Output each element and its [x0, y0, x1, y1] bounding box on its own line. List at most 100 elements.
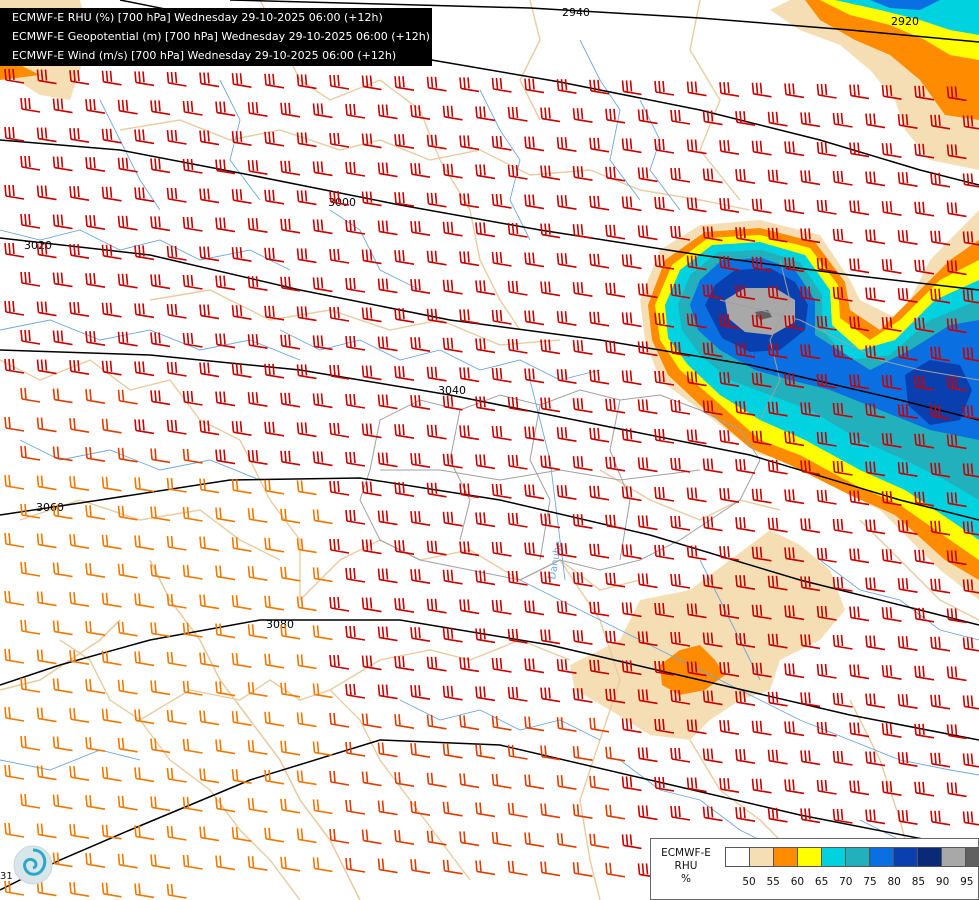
wind-barb — [702, 284, 723, 300]
wind-barb — [930, 636, 951, 652]
wind-barb — [20, 561, 41, 577]
wind-barb — [849, 490, 870, 506]
wind-barb — [150, 854, 171, 870]
wind-barb — [686, 371, 707, 387]
wind-barb — [637, 399, 658, 415]
wind-barb — [605, 572, 626, 588]
wind-barb — [134, 709, 155, 725]
wind-barb — [215, 565, 236, 581]
wind-barb — [475, 280, 496, 296]
wind-barb — [345, 393, 366, 409]
wind-barb — [231, 73, 252, 88]
wind-barb — [800, 692, 821, 708]
wind-barb — [784, 489, 805, 505]
wind-barb — [20, 97, 41, 113]
wind-barb — [361, 423, 382, 439]
wind-barb — [361, 133, 382, 149]
wind-barb — [507, 570, 528, 586]
wind-barb — [589, 253, 610, 269]
wind-barb — [459, 483, 480, 499]
wind-barb — [962, 579, 979, 594]
wind-barb — [426, 308, 447, 324]
wind-barb — [914, 433, 935, 449]
wind-barb — [459, 367, 480, 383]
wind-barb — [4, 300, 25, 316]
wind-barb — [865, 287, 886, 303]
wind-barb — [572, 108, 593, 123]
wind-barb — [36, 533, 57, 549]
wind-barb — [881, 85, 902, 100]
wind-barb — [735, 807, 756, 822]
wind-barb — [572, 456, 593, 471]
wind-barb — [215, 739, 236, 755]
wind-barb — [914, 665, 935, 681]
wind-barb — [930, 346, 951, 362]
wind-barbs — [4, 68, 979, 899]
wind-barb — [784, 373, 805, 389]
wind-barb — [377, 510, 398, 526]
wind-barb — [215, 101, 236, 117]
wind-barb — [881, 317, 902, 332]
wind-barb — [442, 685, 463, 701]
wind-barb — [637, 805, 658, 821]
wind-barb — [166, 71, 187, 87]
wind-barb — [329, 248, 350, 264]
wind-barb — [182, 622, 203, 638]
wind-barb — [215, 449, 236, 465]
wind-barb — [849, 142, 870, 158]
wind-barb — [475, 164, 496, 180]
wind-barb — [85, 679, 106, 694]
wind-barb — [85, 853, 106, 868]
legend-tick-label: 50 — [742, 876, 756, 888]
wind-barb — [85, 389, 106, 404]
wind-barb — [361, 713, 382, 729]
wind-barb — [881, 781, 902, 796]
wind-barb — [20, 271, 41, 287]
wind-barb — [751, 82, 772, 98]
wind-barb — [394, 76, 415, 91]
header-line-rhu: ECMWF-E RHU (%) [700 hPa] Wednesday 29-1… — [12, 11, 383, 24]
wind-barb — [442, 221, 463, 237]
wind-barb — [52, 330, 73, 346]
wind-barb — [572, 224, 593, 239]
wind-barb — [85, 621, 106, 636]
wind-barb — [540, 339, 561, 355]
wind-barb — [199, 652, 220, 668]
wind-barb — [377, 626, 398, 642]
legend-tick-label: 80 — [887, 876, 901, 888]
wind-barb — [507, 512, 528, 528]
wind-barb — [962, 173, 979, 188]
wind-barb — [637, 573, 658, 589]
wind-barb — [670, 689, 691, 705]
wind-barb — [426, 250, 447, 266]
wind-barb — [442, 859, 463, 875]
wind-barb — [507, 280, 528, 296]
wind-barb — [426, 598, 447, 614]
wind-barb — [702, 632, 723, 648]
wind-barb — [475, 628, 496, 644]
wind-barb — [20, 619, 41, 635]
wind-barb — [589, 659, 610, 675]
wind-barb — [654, 370, 675, 386]
wind-barb — [247, 218, 268, 233]
wind-barb — [784, 83, 805, 99]
wind-barb — [199, 768, 220, 784]
wind-barb — [166, 129, 187, 145]
wind-barb — [491, 425, 512, 441]
wind-barb — [686, 719, 707, 735]
legend-swatch — [726, 847, 750, 867]
wind-barb — [654, 486, 675, 502]
wind-barb — [816, 431, 837, 447]
wind-barb — [816, 141, 837, 157]
wind-barb — [166, 361, 187, 377]
wind-barb — [345, 161, 366, 177]
wind-barb — [345, 277, 366, 293]
wind-barb — [914, 375, 935, 391]
wind-barb — [849, 200, 870, 216]
wind-barb — [426, 76, 447, 92]
wind-barb — [166, 419, 187, 435]
contour-label-3080: 3080 — [266, 618, 294, 631]
ecmwf-logo — [12, 840, 54, 890]
wind-barb — [540, 281, 561, 297]
